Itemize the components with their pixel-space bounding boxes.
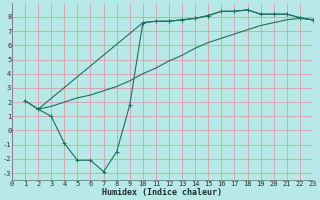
X-axis label: Humidex (Indice chaleur): Humidex (Indice chaleur): [102, 188, 222, 197]
